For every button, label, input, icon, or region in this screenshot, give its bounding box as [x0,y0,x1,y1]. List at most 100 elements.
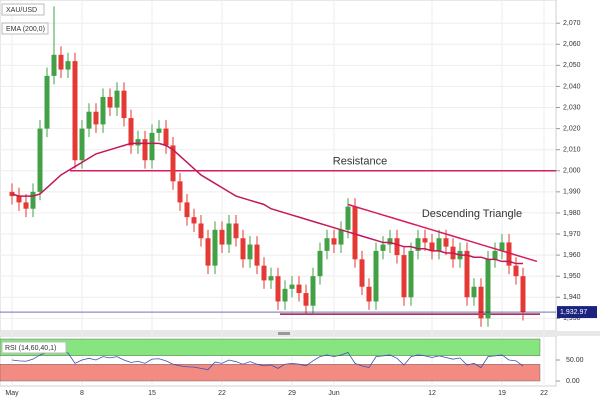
x-tick-label: 15 [148,390,156,397]
candle-body [492,250,498,260]
candle-body [394,238,400,256]
rsi-band [0,364,541,382]
candle-body [464,250,470,298]
candle-body [170,145,176,182]
rsi-line [11,350,524,371]
pane-separator [0,331,600,336]
candle-body [331,238,337,245]
candle-body [506,242,512,266]
candle-body [100,96,106,125]
candle-body [345,206,351,230]
candle-body [275,276,281,302]
y-tick-label: 2,030 [563,104,581,111]
candle-body [436,238,442,251]
candle-body [317,250,323,277]
symbol-label: XAU/USD [6,7,37,14]
candle-body [156,128,162,133]
candle-body [366,286,372,302]
x-tick-label: 12 [428,390,436,397]
candle-body [58,54,64,70]
candle-body [415,238,421,251]
candle-body [142,139,148,161]
y-tick-label: 2,060 [563,41,581,48]
candle-body [219,229,225,245]
candle-body [93,111,99,125]
price-tag-label: 1,932.97 [560,309,587,316]
ema-label: EMA (200,0) [6,26,45,33]
candle-body [443,238,449,247]
x-tick-label: May [5,390,19,397]
y-tick-label: 1,950 [563,273,581,280]
candle-body [478,286,484,319]
x-tick-label: 29 [288,390,296,397]
rsi-band [0,338,541,356]
level-label: Resistance [333,156,387,168]
y-tick-label: 2,070 [563,20,581,27]
x-tick-label: 22 [218,390,226,397]
candle-body [233,223,239,239]
trend-label: Descending Triangle [422,208,522,220]
candle-body [261,265,267,281]
candle-body [310,276,316,306]
candle-body [212,229,218,266]
candle-body [205,238,211,266]
candle-body [23,202,29,209]
ema-line [11,142,523,265]
price-tag [557,306,597,319]
candle-body [520,276,526,313]
candle-body [163,128,169,146]
symbol-box [1,3,45,16]
pane-handle [278,332,290,335]
ema-box [1,22,49,35]
y-tick-label: 1,960 [563,252,581,259]
candle-body [128,118,134,146]
candle-body [240,238,246,260]
candle-body [268,276,274,281]
candle-body [226,223,232,245]
candle-body [149,132,155,161]
rsi-label: RSI (14,60,40,1) [5,345,56,352]
candle-body [373,250,379,302]
y-tick-label: 1,990 [563,189,581,196]
y-tick-label: 2,010 [563,147,581,154]
trend-line [347,203,538,263]
candle-body [289,284,295,289]
candle-body [324,238,330,251]
candle-body [282,288,288,302]
candle-body [114,90,120,108]
candle-body [499,242,505,251]
candle-body [65,61,71,70]
candle-body [422,238,428,243]
candle-body [51,54,57,76]
x-tick-label: 22 [540,390,548,397]
x-tick-label: 19 [498,390,506,397]
candle-body [247,244,253,260]
candle-body [513,265,519,277]
candle-body [191,217,197,224]
y-tick-label: 0.00 [566,378,580,385]
candle-body [408,250,414,298]
candle-body [79,128,85,161]
candle-body [198,223,204,239]
candle-body [135,139,141,146]
rsi-box [1,341,67,354]
candle-body [30,191,36,209]
y-tick-label: 1,970 [563,231,581,238]
y-tick-label: 50.00 [566,357,584,364]
candle-body [401,255,407,298]
candle-body [359,259,365,287]
candle-body [387,238,393,245]
x-tick-label: Jun [328,390,339,397]
candle-body [429,242,435,251]
candle-body [254,244,260,266]
candle-body [296,284,302,294]
candle-body [471,286,477,298]
candle-body [37,128,43,192]
candle-body [177,181,183,203]
candle-body [184,202,190,218]
candle-body [352,206,358,260]
candle-body [86,111,92,129]
y-tick-label: 1,930 [563,315,581,322]
